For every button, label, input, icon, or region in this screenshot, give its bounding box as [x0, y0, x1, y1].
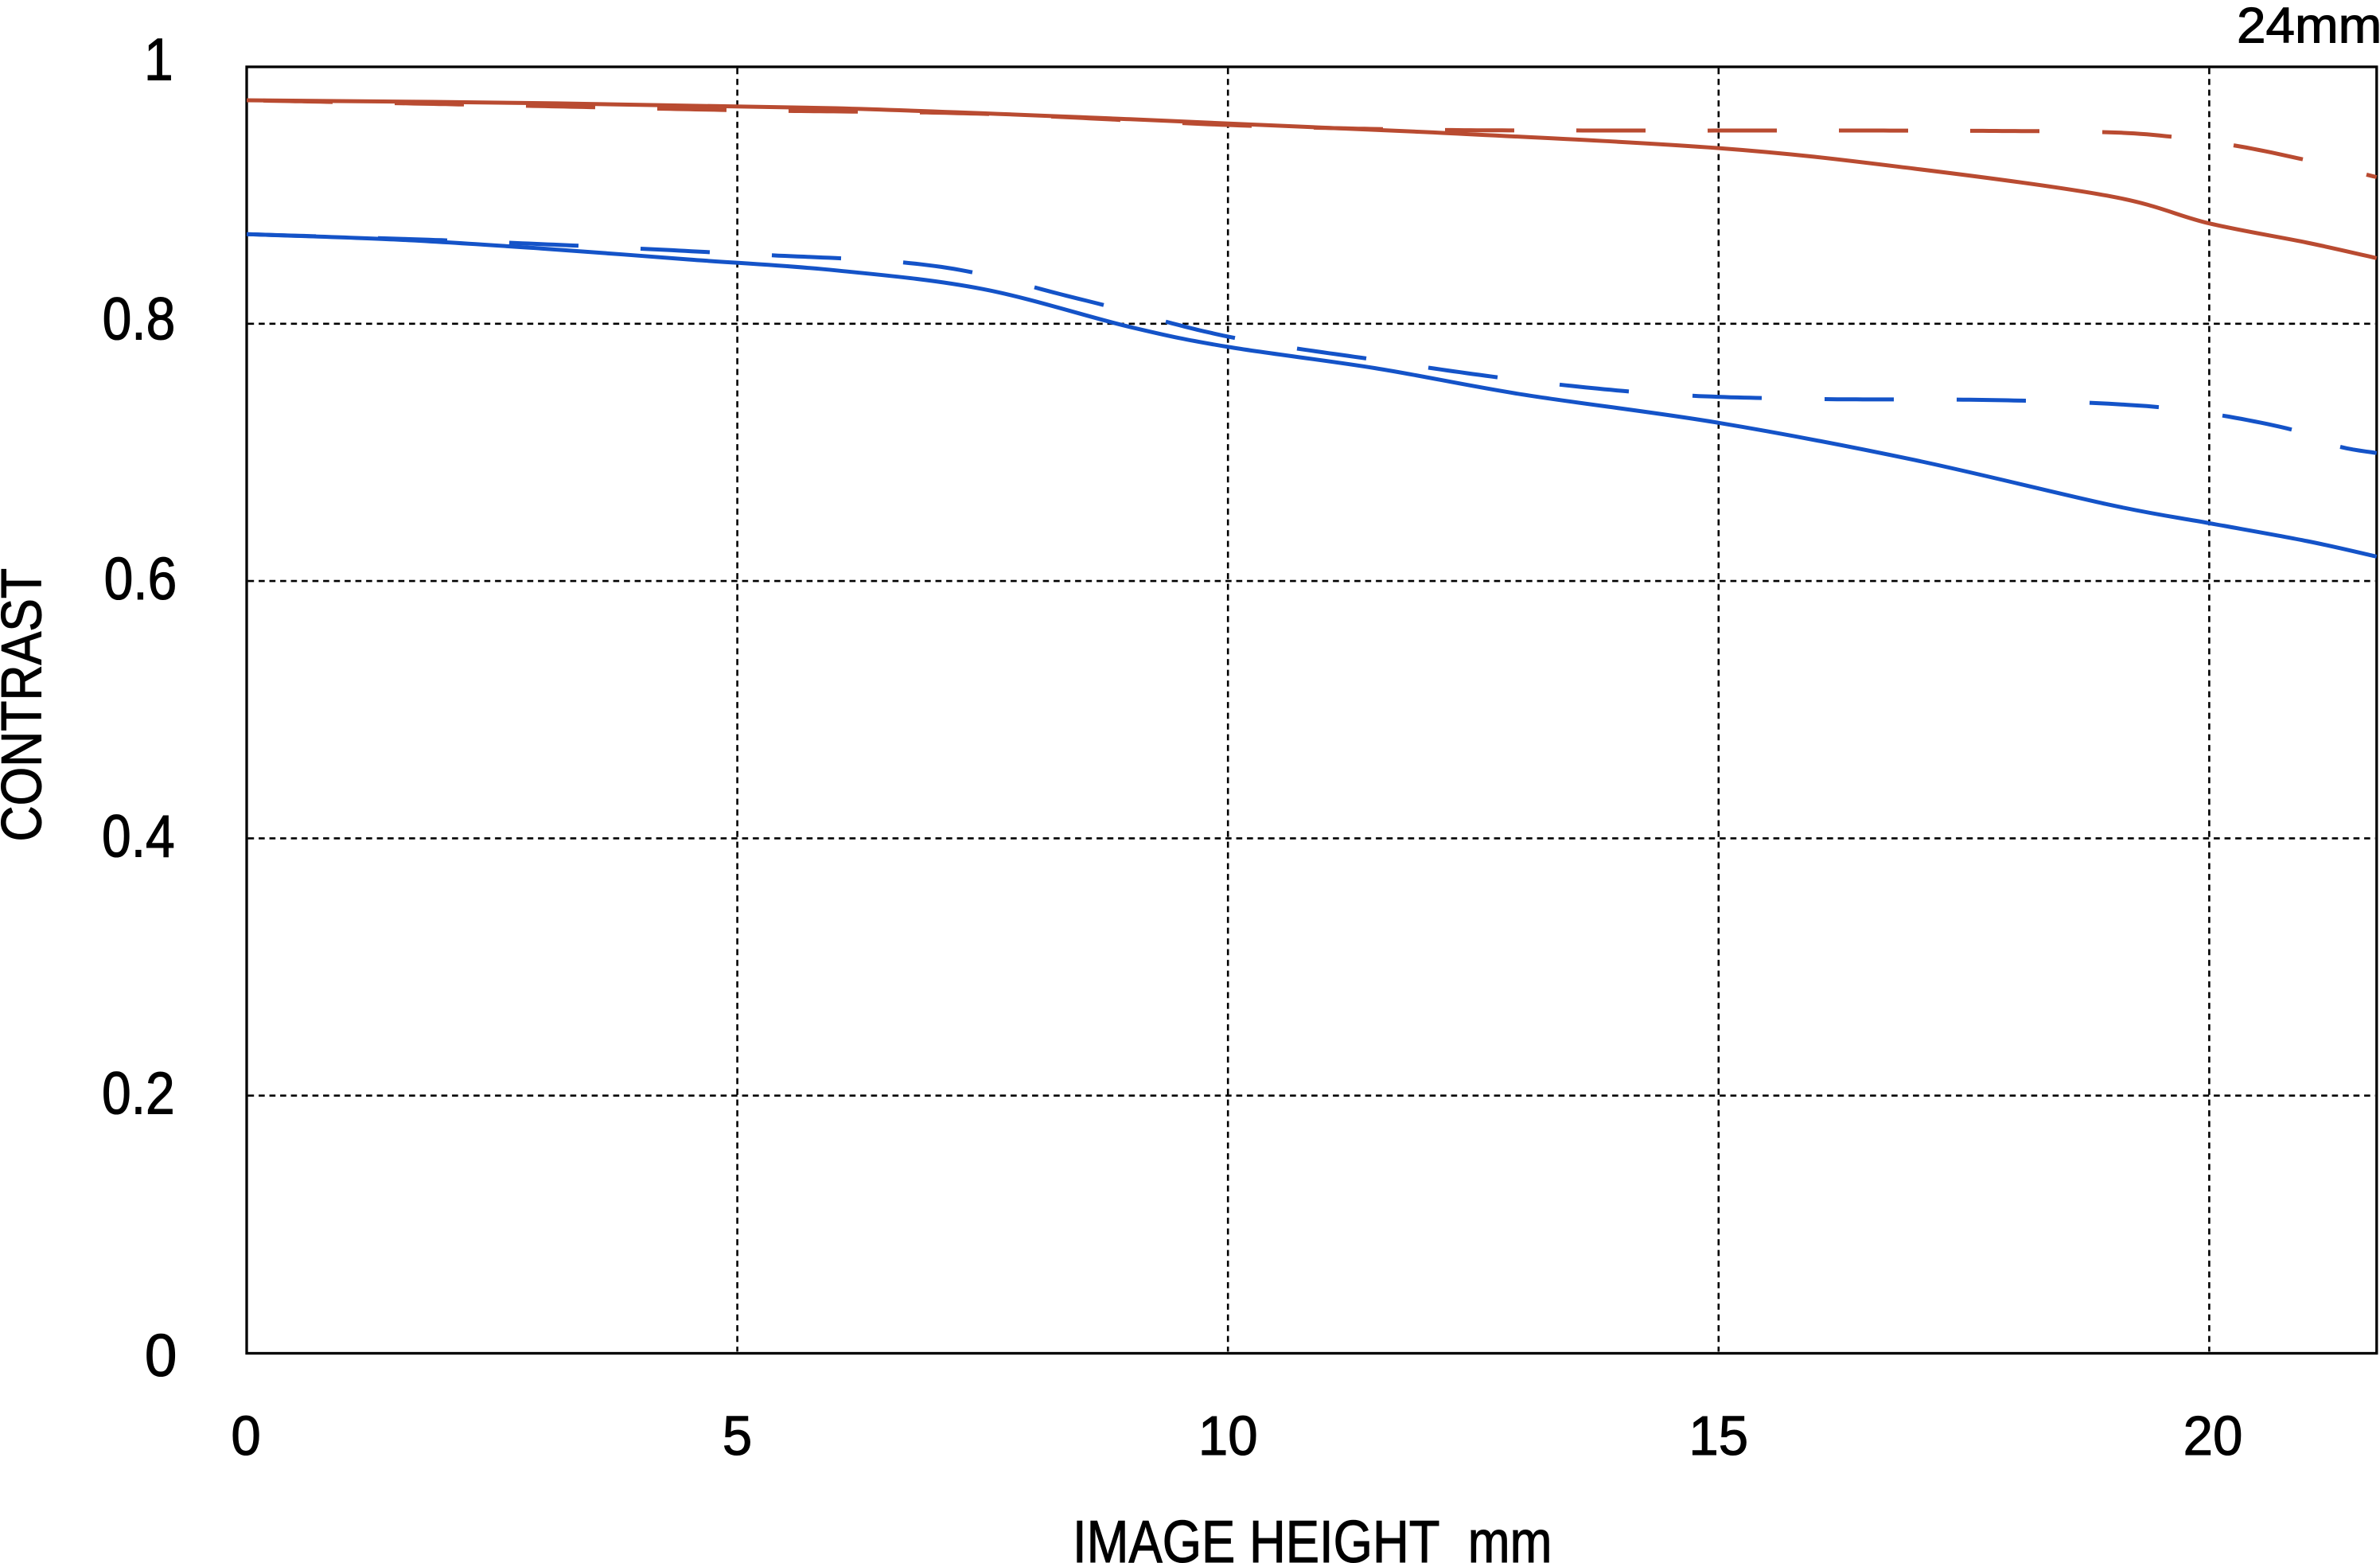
svg-text:5: 5	[723, 1405, 752, 1468]
svg-text:0: 0	[145, 1322, 177, 1389]
svg-text:CONTRAST: CONTRAST	[0, 568, 53, 842]
svg-text:0.8: 0.8	[103, 286, 176, 353]
svg-text:0: 0	[231, 1405, 260, 1468]
svg-text:0.4: 0.4	[102, 802, 175, 869]
svg-text:0.6: 0.6	[104, 545, 177, 612]
svg-text:IMAGE HEIGHT mm: IMAGE HEIGHT mm	[1073, 1508, 1552, 1563]
svg-text:24mm: 24mm	[2237, 0, 2380, 53]
svg-text:20: 20	[2183, 1405, 2243, 1468]
svg-text:0.2: 0.2	[102, 1060, 175, 1127]
svg-text:1: 1	[144, 25, 173, 92]
svg-text:10: 10	[1198, 1405, 1258, 1468]
svg-text:15: 15	[1689, 1405, 1748, 1468]
